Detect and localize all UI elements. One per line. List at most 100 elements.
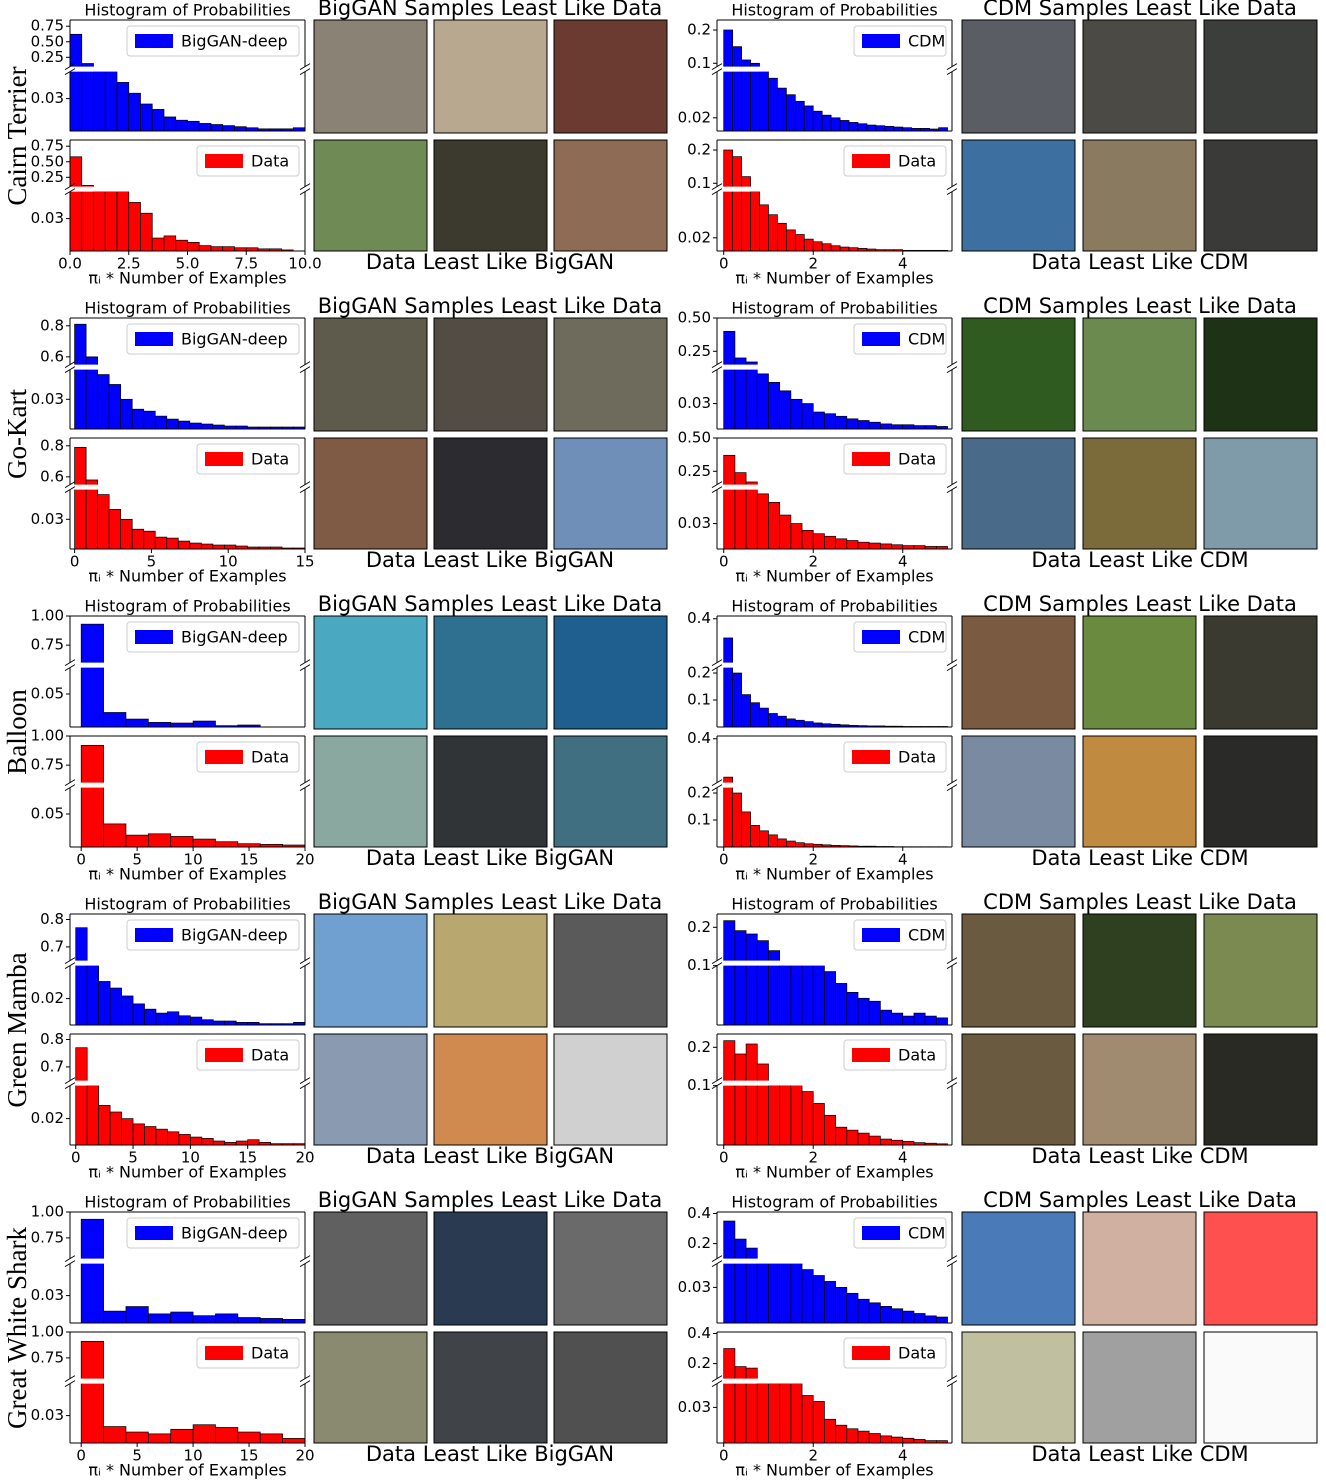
bar [140, 103, 153, 132]
data-image [433, 437, 548, 550]
sample-image [1203, 19, 1318, 134]
bar [803, 105, 814, 132]
bar [190, 1016, 203, 1026]
bar [212, 544, 225, 550]
break-mark [711, 1380, 723, 1388]
bar [200, 543, 214, 550]
bar [846, 1129, 859, 1146]
break-mark [299, 361, 311, 369]
bar [768, 1383, 781, 1444]
sample-image [961, 615, 1076, 730]
bar [768, 1085, 781, 1146]
legend-box [196, 1337, 300, 1369]
bar [723, 1348, 736, 1444]
break-mark [64, 957, 76, 965]
bar [116, 191, 130, 252]
bar [777, 87, 787, 132]
break-mark [64, 366, 76, 374]
bar [891, 424, 904, 430]
bar [821, 243, 832, 252]
bar [177, 420, 191, 430]
bar [857, 420, 870, 430]
bar [143, 530, 156, 550]
axis-break-gap [69, 662, 306, 668]
bar [891, 1139, 904, 1146]
break-mark [946, 1082, 958, 1090]
bar [170, 1428, 194, 1444]
bar [224, 544, 237, 550]
legend-swatch [135, 1226, 173, 1240]
sample-image [313, 913, 428, 1028]
data-title: Data Least Like BigGAN [366, 846, 614, 870]
break-mark [299, 63, 311, 71]
sample-image [961, 1211, 1076, 1326]
sample-image [433, 19, 548, 134]
break-mark [64, 1255, 76, 1263]
samples-title: BigGAN Samples Least Like Data [318, 294, 663, 318]
bar [144, 1008, 157, 1026]
bar [723, 29, 734, 132]
axis-break-gap [69, 484, 306, 490]
data-image [313, 139, 428, 252]
x-tick-label: 5 [147, 553, 157, 571]
bar [857, 123, 868, 132]
x-tick-label: 0 [719, 1447, 729, 1465]
bar [880, 1435, 892, 1444]
legend-swatch [852, 1346, 890, 1360]
bar [81, 185, 94, 252]
bar [215, 1427, 239, 1444]
bar [857, 541, 870, 550]
axis-break-gap [69, 960, 306, 966]
data-title: Data Least Like CDM [1031, 846, 1248, 870]
bar [880, 1306, 892, 1324]
bar [891, 1308, 904, 1324]
legend-swatch [862, 332, 900, 346]
bar [210, 124, 224, 132]
bar [790, 1263, 803, 1324]
samples-title: CDM Samples Least Like Data [983, 1188, 1297, 1212]
bar [131, 528, 145, 550]
break-mark [946, 957, 958, 965]
break-mark [711, 366, 723, 374]
bar [723, 454, 736, 550]
bar [745, 1043, 758, 1146]
y-tick-label: 0.2 [687, 1038, 711, 1056]
x-tick-label: 0 [71, 1149, 81, 1167]
legend-swatch [205, 154, 243, 168]
axis-break-gap [69, 186, 306, 192]
bar [74, 323, 87, 430]
y-tick-label: 0.50 [31, 152, 64, 170]
break-mark [711, 486, 723, 494]
break-mark [299, 1082, 311, 1090]
bar [192, 720, 216, 728]
bar [132, 1003, 145, 1026]
break-mark [946, 1255, 958, 1263]
bar [144, 1126, 157, 1146]
data-title: Data Least Like BigGAN [366, 250, 614, 274]
bar [794, 842, 805, 848]
bar [786, 718, 796, 728]
sample-image [313, 19, 428, 134]
bar [259, 1433, 283, 1444]
bar [210, 246, 224, 252]
bar [201, 1019, 214, 1026]
bar [801, 965, 814, 1026]
bar [891, 544, 904, 550]
break-mark [946, 779, 958, 787]
samples-title: CDM Samples Least Like Data [983, 592, 1297, 616]
data-image [553, 735, 668, 848]
legend-box [126, 323, 300, 355]
sample-image [553, 317, 668, 432]
x-tick-label: 0 [76, 1447, 86, 1465]
legend-label: BigGAN-deep [181, 926, 288, 945]
x-axis-label: πᵢ * Number of Examples [88, 1163, 286, 1182]
bar [732, 156, 742, 252]
x-tick-label: 5 [132, 1447, 142, 1465]
y-tick-label: 0.02 [678, 228, 711, 246]
y-tick-label: 0.50 [31, 32, 64, 50]
bar [790, 398, 803, 430]
bar [786, 94, 796, 132]
bar [790, 1383, 803, 1444]
bar [868, 542, 881, 550]
